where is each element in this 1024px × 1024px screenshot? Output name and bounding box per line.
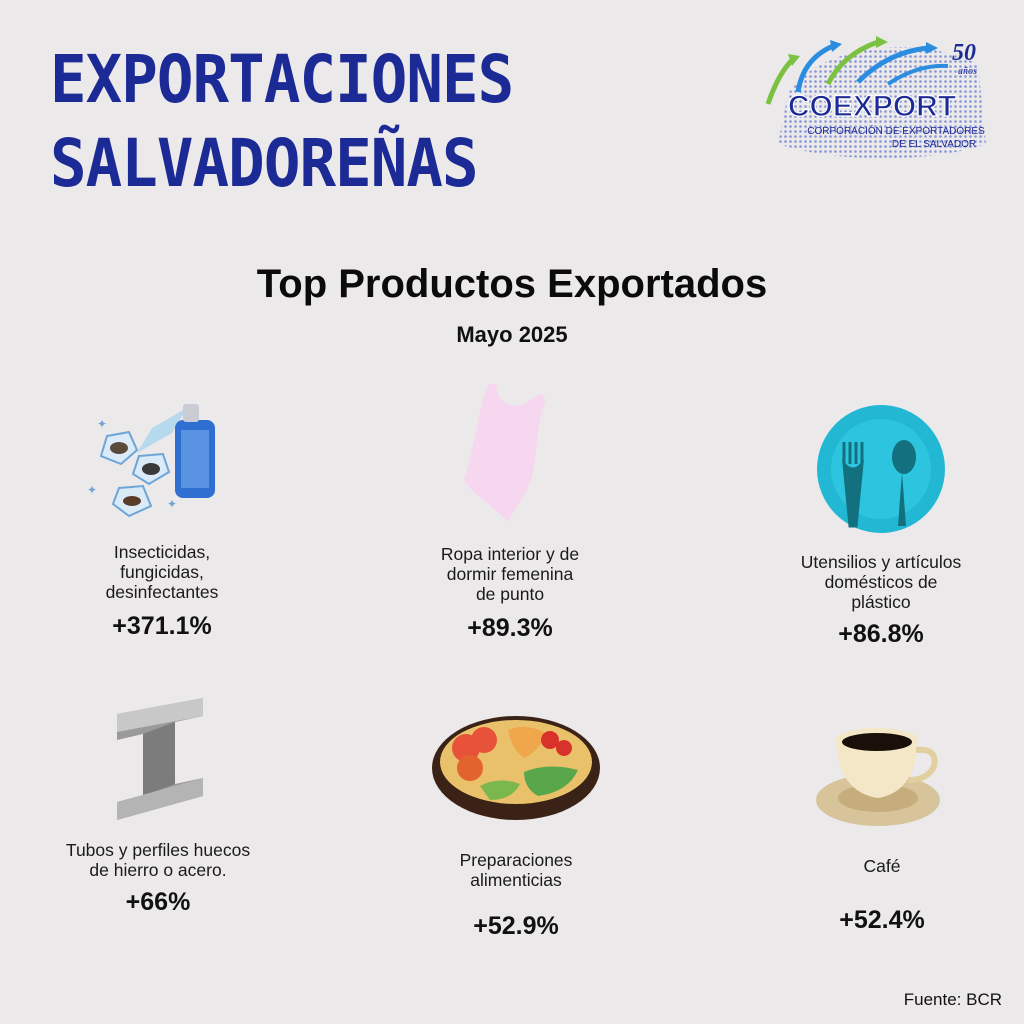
plate-utensils-icon bbox=[817, 405, 945, 533]
product-label: Café bbox=[732, 856, 1024, 876]
svg-text:✦: ✦ bbox=[97, 417, 107, 431]
bodysuit-icon bbox=[464, 384, 546, 522]
product-label-line: dormir femenina bbox=[446, 564, 574, 584]
logo-tagline-2: DE EL SALVADOR bbox=[892, 139, 976, 150]
title-line-1: EXPORTACIONES bbox=[50, 41, 514, 118]
product-label: Insecticidas, fungicidas, desinfectantes bbox=[12, 542, 312, 602]
product-card: Ropa interior y de dormir femenina de pu… bbox=[360, 380, 660, 643]
product-value: +86.8% bbox=[838, 620, 924, 648]
steel-beam-icon bbox=[117, 698, 203, 820]
product-label-line: domésticos de bbox=[824, 572, 938, 592]
coffee-cup-icon bbox=[816, 728, 940, 826]
logo-name: COEXPORT bbox=[788, 90, 956, 123]
food-bowl-icon bbox=[432, 716, 600, 820]
product-value: +371.1% bbox=[112, 612, 212, 640]
product-value: +89.3% bbox=[467, 614, 553, 642]
product-label: Ropa interior y de dormir femenina de pu… bbox=[360, 544, 660, 604]
logo-anniversary: 50 bbox=[952, 40, 976, 66]
section-title: Top Productos Exportados bbox=[256, 262, 768, 306]
product-label-line: fungicidas, bbox=[120, 562, 204, 582]
product-label-line: alimenticias bbox=[470, 870, 562, 890]
product-label-line: Utensilios y artículos bbox=[800, 552, 962, 572]
logo-anniversary-sub: años bbox=[958, 66, 977, 77]
product-label: Preparaciones alimenticias bbox=[366, 850, 666, 890]
product-label-line: Ropa interior y de bbox=[440, 544, 580, 564]
product-value: +66% bbox=[125, 888, 191, 916]
product-label-line: Preparaciones bbox=[459, 850, 573, 870]
product-card: Utensilios y artículos domésticos de plá… bbox=[731, 402, 1024, 649]
product-label-line: Tubos y perfiles huecos bbox=[65, 840, 251, 860]
product-label-line: desinfectantes bbox=[105, 582, 219, 602]
product-label-line: Insecticidas, bbox=[113, 542, 211, 562]
product-label-line: Café bbox=[863, 856, 901, 876]
insecticide-spray-icon: ✦ ✦ ✦ bbox=[87, 404, 215, 518]
page-title: EXPORTACIONES SALVADOREÑAS bbox=[50, 38, 514, 206]
svg-text:✦: ✦ bbox=[167, 497, 177, 511]
product-label-line: de punto bbox=[475, 584, 545, 604]
product-card: ✦ ✦ ✦ Insecticidas, fungicidas, desinfec… bbox=[12, 398, 312, 641]
product-label-line: de hierro o acero. bbox=[89, 860, 227, 880]
source-note: Fuente: BCR bbox=[903, 990, 1002, 1009]
product-label: Utensilios y artículos domésticos de plá… bbox=[731, 552, 1024, 612]
product-card: Tubos y perfiles huecos de hierro o acer… bbox=[8, 694, 308, 917]
product-label-line: plástico bbox=[851, 592, 911, 612]
svg-text:✦: ✦ bbox=[87, 483, 97, 497]
product-value: +52.9% bbox=[473, 912, 559, 940]
product-card: Café +52.4% bbox=[732, 722, 1024, 935]
logo-tagline-1: CORPORACIÓN DE EXPORTADORES bbox=[807, 124, 985, 137]
coexport-logo: 50 años COEXPORT CORPORACIÓN DE EXPORTAD… bbox=[765, 36, 986, 159]
product-label: Tubos y perfiles huecos de hierro o acer… bbox=[8, 840, 308, 880]
product-card: Preparaciones alimenticias +52.9% bbox=[366, 712, 666, 941]
product-value: +52.4% bbox=[839, 906, 925, 934]
title-line-2: SALVADOREÑAS bbox=[50, 125, 479, 202]
period-label: Mayo 2025 bbox=[456, 322, 568, 347]
